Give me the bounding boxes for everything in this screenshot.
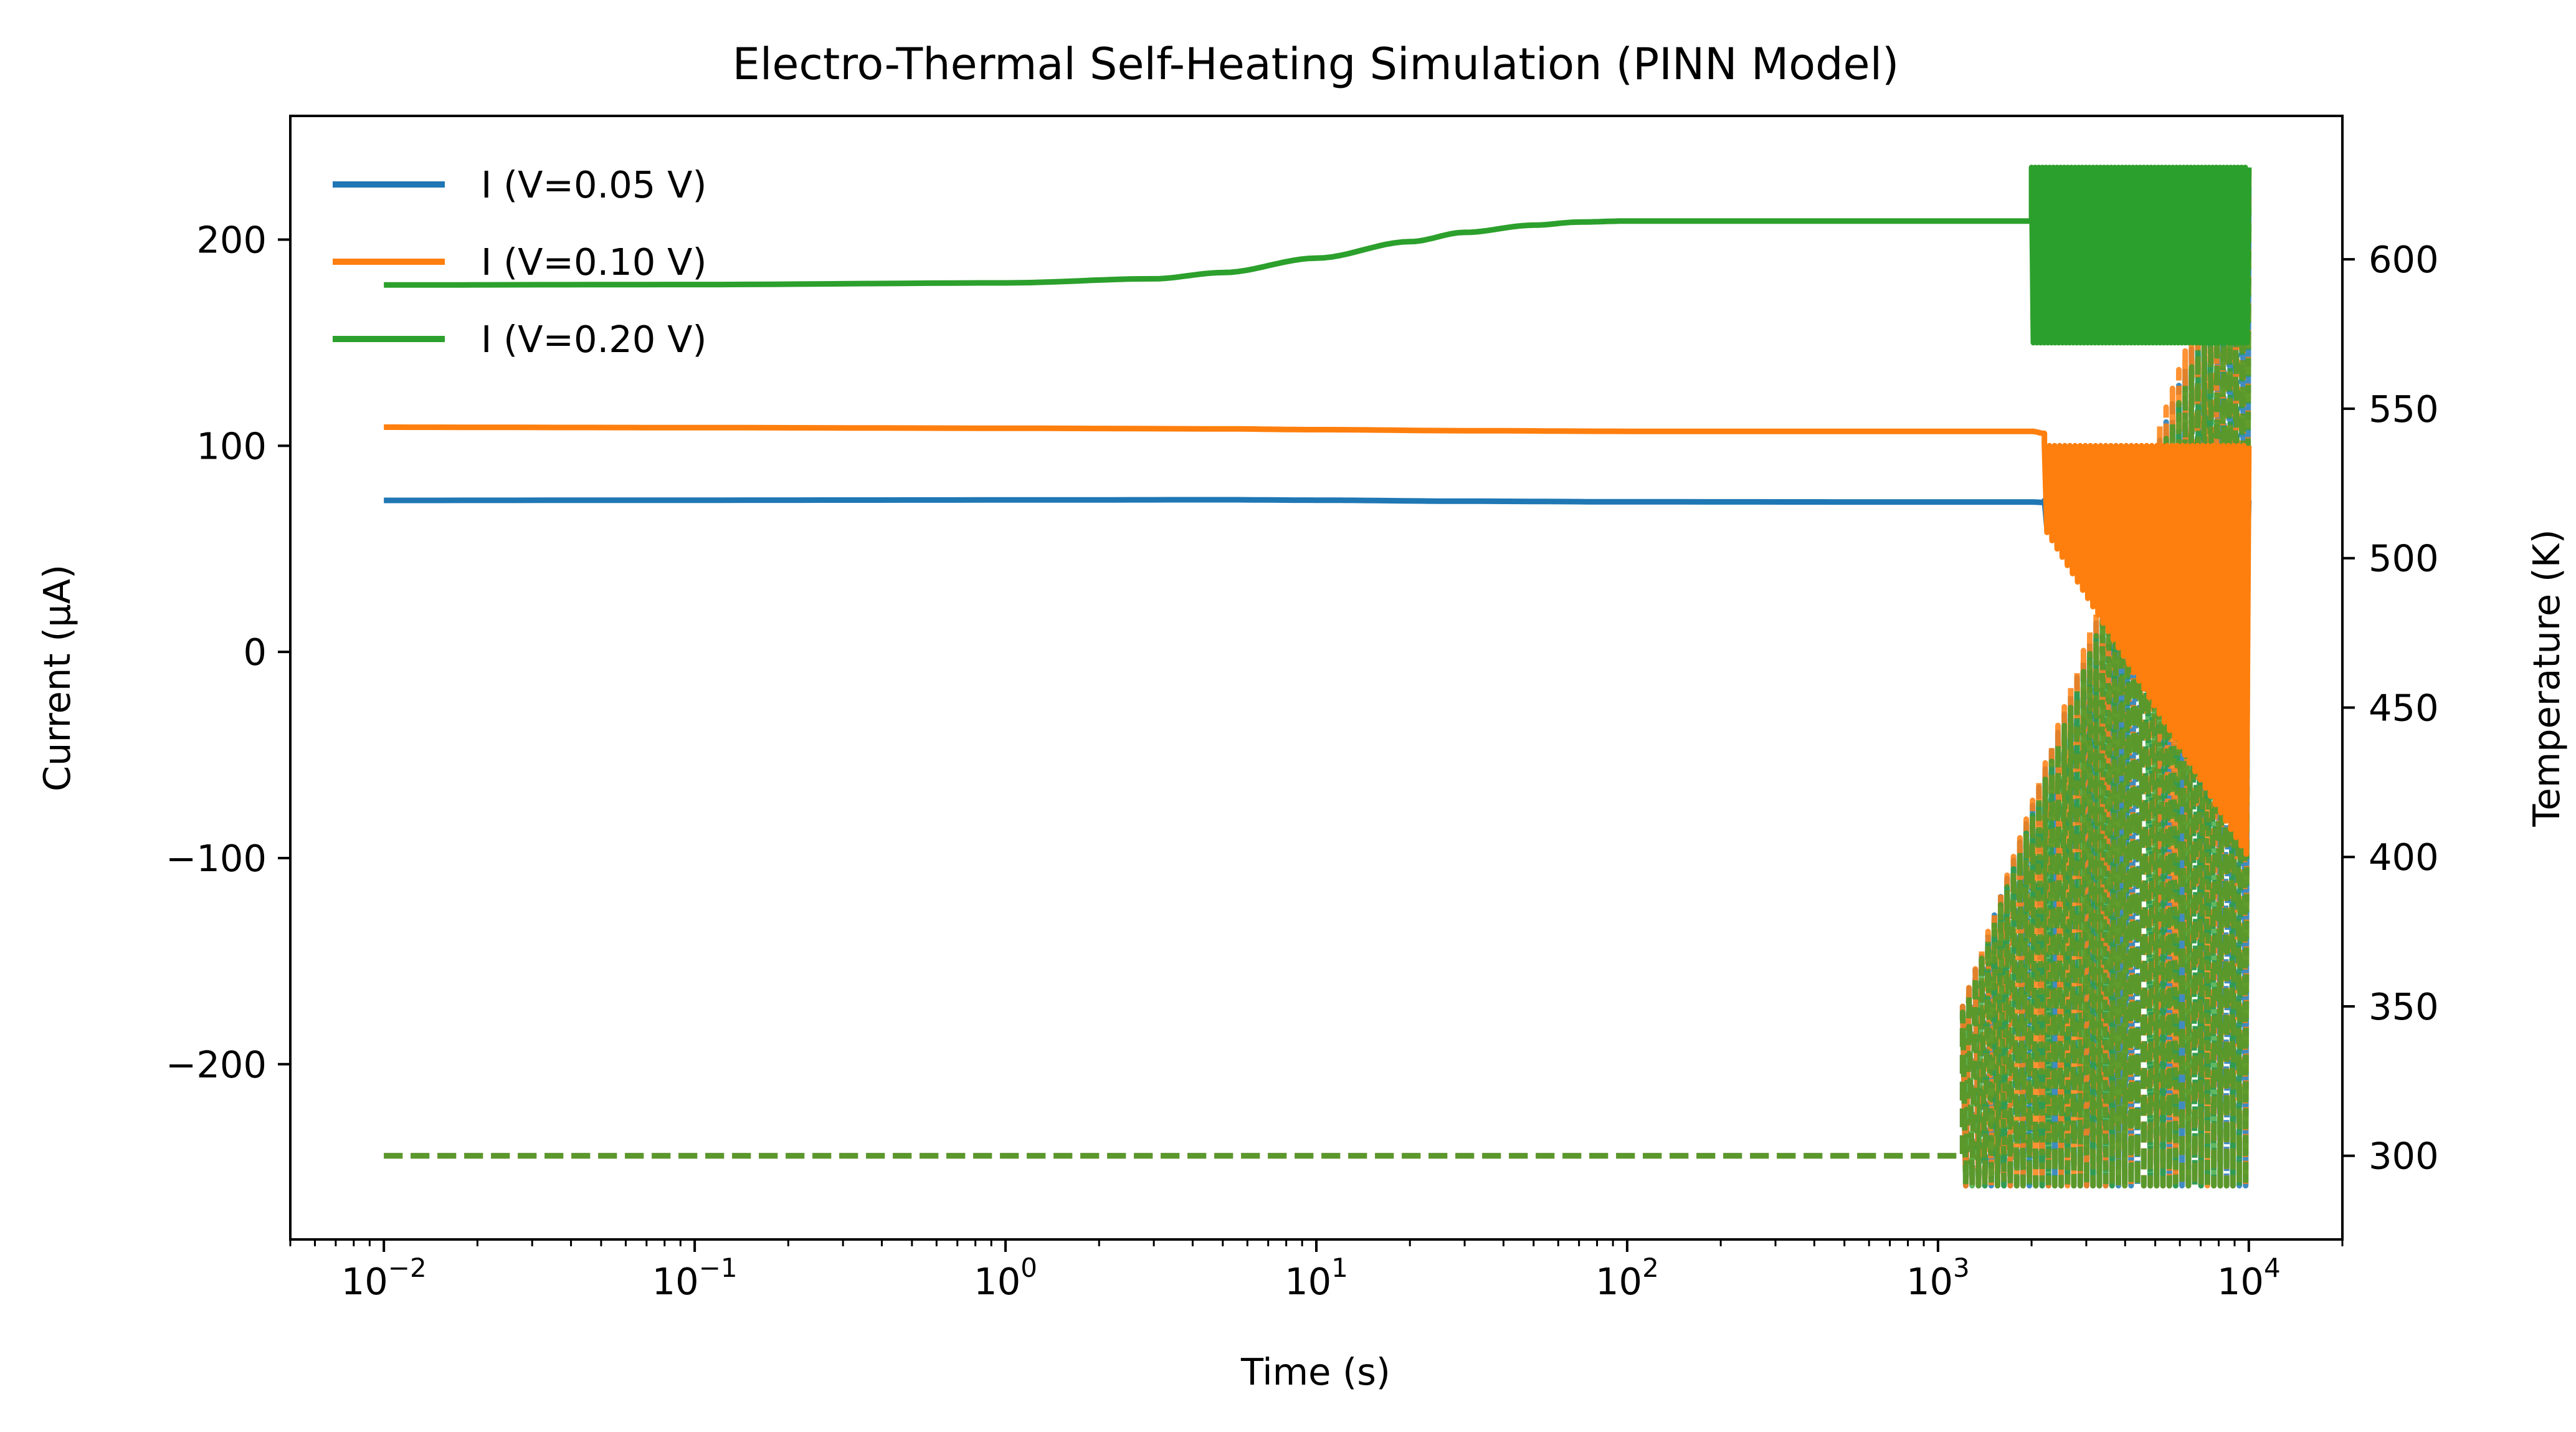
y-tick-label: 100 — [196, 424, 267, 467]
x-axis-label: Time (s) — [1240, 1350, 1390, 1393]
x-tick-label: 100 — [974, 1253, 1037, 1303]
y-tick-label: 200 — [196, 218, 267, 261]
y2-tick-label: 400 — [2369, 836, 2439, 879]
y-axis-current: 200 100 0 −100 −200 — [166, 218, 290, 1086]
y-axis-label: Current (μA) — [36, 565, 78, 791]
y2-tick-label: 500 — [2369, 537, 2439, 580]
x-tick-label: 101 — [1285, 1253, 1348, 1303]
y-tick-label: 0 — [243, 631, 267, 674]
y2-axis-label: Temperature (K) — [2525, 529, 2568, 827]
x-tick-label: 10−2 — [341, 1253, 427, 1303]
x-tick-label: 104 — [2217, 1253, 2281, 1303]
y-tick-label: −200 — [166, 1043, 267, 1086]
legend-label: I (V=0.10 V) — [481, 241, 706, 284]
legend: I (V=0.05 V) I (V=0.10 V) I (V=0.20 V) — [333, 163, 706, 361]
y2-tick-label: 600 — [2369, 238, 2439, 281]
series-line-2 — [384, 424, 2252, 857]
y-axis-temperature: 600 550 500 450 400 350 300 — [2342, 238, 2439, 1178]
y2-tick-label: 350 — [2369, 985, 2439, 1028]
y2-tick-label: 300 — [2369, 1135, 2439, 1178]
current-lines — [384, 165, 2252, 857]
series-line-3 — [384, 165, 2252, 346]
x-tick-label: 103 — [1906, 1253, 1970, 1303]
y2-tick-label: 550 — [2369, 388, 2439, 431]
x-tick-label: 102 — [1595, 1253, 1659, 1303]
temperature-line — [384, 205, 2252, 1189]
x-axis: 10−2 10−1 100 101 102 103 104 — [289, 1239, 2344, 1303]
temperature-lines — [384, 163, 2252, 1189]
y2-tick-label: 450 — [2369, 686, 2439, 729]
legend-label: I (V=0.05 V) — [481, 163, 706, 206]
y-tick-label: −100 — [166, 837, 267, 880]
legend-label: I (V=0.20 V) — [481, 318, 706, 361]
chart-title: Electro-Thermal Self-Heating Simulation … — [733, 39, 1899, 90]
x-tick-label: 10−1 — [652, 1253, 738, 1303]
